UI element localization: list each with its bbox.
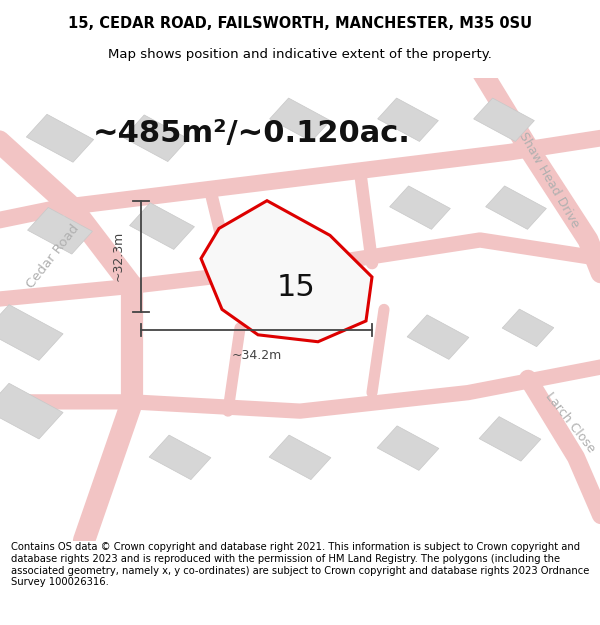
Text: 15, CEDAR ROAD, FAILSWORTH, MANCHESTER, M35 0SU: 15, CEDAR ROAD, FAILSWORTH, MANCHESTER, …	[68, 16, 532, 31]
Polygon shape	[377, 98, 439, 141]
Text: 15: 15	[276, 273, 315, 302]
Text: ~485m²/~0.120ac.: ~485m²/~0.120ac.	[93, 119, 411, 148]
Polygon shape	[473, 98, 535, 141]
Polygon shape	[479, 417, 541, 461]
Polygon shape	[407, 315, 469, 359]
Text: Cedar Road: Cedar Road	[24, 222, 82, 291]
Polygon shape	[269, 435, 331, 479]
Text: Shaw Head Drive: Shaw Head Drive	[517, 130, 581, 230]
Polygon shape	[124, 115, 188, 161]
Polygon shape	[26, 114, 94, 162]
Polygon shape	[28, 208, 92, 254]
Text: ~32.3m: ~32.3m	[112, 231, 125, 281]
Polygon shape	[0, 304, 63, 361]
Polygon shape	[389, 186, 451, 229]
Text: ~34.2m: ~34.2m	[232, 349, 281, 362]
Text: Contains OS data © Crown copyright and database right 2021. This information is : Contains OS data © Crown copyright and d…	[11, 542, 589, 587]
Polygon shape	[377, 426, 439, 471]
Polygon shape	[269, 98, 331, 141]
Text: Map shows position and indicative extent of the property.: Map shows position and indicative extent…	[108, 48, 492, 61]
Text: Larch Close: Larch Close	[542, 390, 598, 455]
Polygon shape	[502, 309, 554, 347]
Polygon shape	[317, 259, 367, 296]
Polygon shape	[485, 186, 547, 229]
Polygon shape	[201, 201, 372, 342]
Polygon shape	[235, 265, 293, 308]
Polygon shape	[130, 203, 194, 249]
Polygon shape	[149, 435, 211, 479]
Polygon shape	[0, 383, 63, 439]
